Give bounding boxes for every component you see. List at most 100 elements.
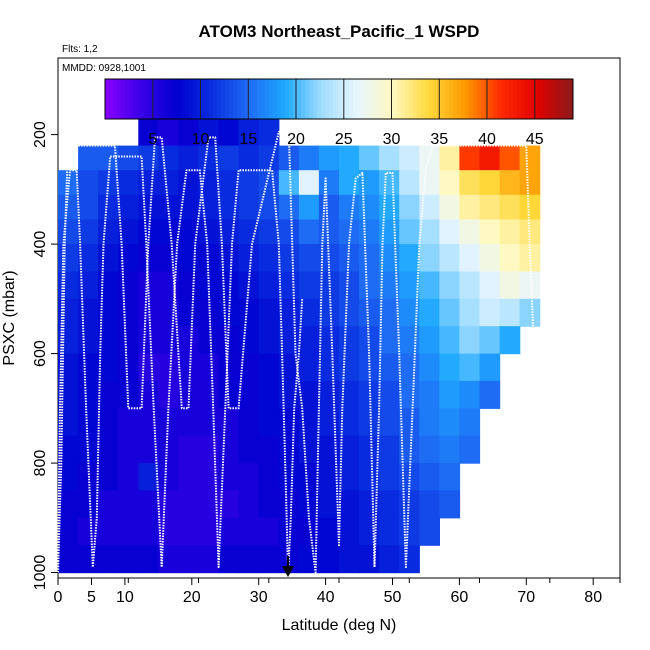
- heat-cell: [359, 380, 380, 409]
- colorbar-segment: [221, 79, 226, 119]
- colorbar-tick-label: 10: [192, 131, 210, 148]
- heat-cell: [198, 380, 220, 409]
- colorbar-segment: [297, 79, 302, 119]
- heat-cell: [298, 170, 320, 196]
- heat-cell: [198, 326, 220, 355]
- colorbar-segment: [557, 79, 562, 119]
- colorbar-segment: [105, 79, 110, 119]
- heat-cell: [118, 545, 139, 574]
- heat-cell: [98, 271, 119, 300]
- heat-cell: [238, 463, 260, 492]
- heat-cell: [419, 463, 440, 492]
- colorbar-segment: [469, 79, 474, 119]
- flight-tracks: [57, 130, 534, 574]
- heat-cell: [158, 271, 180, 300]
- heat-cell: [138, 380, 159, 409]
- heat-cell: [218, 353, 240, 382]
- colorbar-segment: [253, 79, 258, 119]
- heat-cell: [278, 353, 300, 382]
- heat-cell: [278, 219, 300, 245]
- heat-cell: [198, 194, 220, 220]
- colorbar-segment: [205, 79, 210, 119]
- colorbar-segment: [249, 79, 254, 119]
- heat-cell: [238, 118, 260, 147]
- heat-cell: [238, 353, 260, 382]
- heat-cell: [118, 517, 139, 546]
- heat-cell: [298, 244, 320, 273]
- heat-cell: [58, 435, 79, 464]
- colorbar-segment: [313, 79, 318, 119]
- colorbar-segment: [513, 79, 518, 119]
- heat-cell: [278, 463, 300, 492]
- heat-cell: [399, 463, 420, 492]
- colorbar-segment: [201, 79, 206, 119]
- heat-cell: [339, 353, 360, 382]
- heat-cell: [339, 194, 360, 220]
- x-tick-label: 40: [317, 589, 335, 606]
- heat-cell: [78, 490, 99, 519]
- heat-cell: [278, 490, 300, 519]
- heat-cell: [218, 118, 240, 147]
- heat-cell: [258, 490, 280, 519]
- colorbar-segment: [233, 79, 238, 119]
- x-tick-label: 5: [87, 589, 96, 606]
- heat-cell: [459, 408, 481, 437]
- heat-cell: [278, 170, 300, 196]
- y-tick-label: 200: [32, 121, 49, 148]
- x-tick-label: 60: [451, 589, 469, 606]
- heat-cell: [298, 545, 320, 574]
- chart-title: ATOM3 Northeast_Pacific_1 WSPD: [199, 22, 480, 41]
- heat-cell: [298, 353, 320, 382]
- heat-cell: [318, 463, 340, 492]
- heat-cell: [399, 271, 420, 300]
- heat-cell: [178, 408, 200, 437]
- x-tick-label: 0: [54, 589, 63, 606]
- heat-cell: [499, 244, 521, 273]
- heat-cell: [499, 326, 521, 355]
- heat-cell: [98, 326, 119, 355]
- heat-cell: [238, 490, 260, 519]
- heat-cell: [278, 244, 300, 273]
- heat-cell: [258, 298, 280, 327]
- heat-cell: [379, 435, 400, 464]
- colorbar-tick-label: 35: [430, 131, 448, 148]
- heat-cell: [198, 545, 220, 574]
- heat-cell: [419, 298, 440, 327]
- heat-cell: [158, 408, 180, 437]
- heat-cell: [238, 170, 260, 196]
- colorbar-tick-label: 5: [148, 131, 157, 148]
- heat-cell: [138, 326, 159, 355]
- colorbar-segment: [413, 79, 418, 119]
- heat-cell: [118, 244, 139, 273]
- dates-label: MMDD: 0928,1001: [62, 63, 146, 74]
- colorbar-segment: [325, 79, 330, 119]
- heat-cell: [399, 219, 420, 245]
- heat-cell: [318, 408, 340, 437]
- colorbar-segment: [337, 79, 342, 119]
- heat-cell: [178, 490, 200, 519]
- x-tick-label: 80: [584, 589, 602, 606]
- heat-cell: [479, 298, 501, 327]
- heat-cell: [218, 219, 240, 245]
- heat-cell: [439, 353, 461, 382]
- colorbar-segment: [317, 79, 322, 119]
- colorbar-segment: [329, 79, 334, 119]
- heat-cell: [158, 463, 180, 492]
- heat-cell: [138, 517, 159, 546]
- colorbar-segment: [305, 79, 310, 119]
- heat-cell: [399, 353, 420, 382]
- colorbar-segment: [301, 79, 306, 119]
- heat-cell: [118, 271, 139, 300]
- heat-cell: [359, 435, 380, 464]
- heat-cell: [298, 490, 320, 519]
- heat-cell: [519, 219, 541, 245]
- heat-cell: [258, 408, 280, 437]
- heat-cell: [158, 517, 180, 546]
- heat-cell: [238, 145, 260, 171]
- heat-cell: [519, 271, 541, 300]
- heat-cell: [178, 326, 200, 355]
- heat-cell: [479, 145, 501, 171]
- heat-cell: [138, 118, 159, 147]
- colorbar-segment: [489, 79, 494, 119]
- heat-cell: [499, 170, 521, 196]
